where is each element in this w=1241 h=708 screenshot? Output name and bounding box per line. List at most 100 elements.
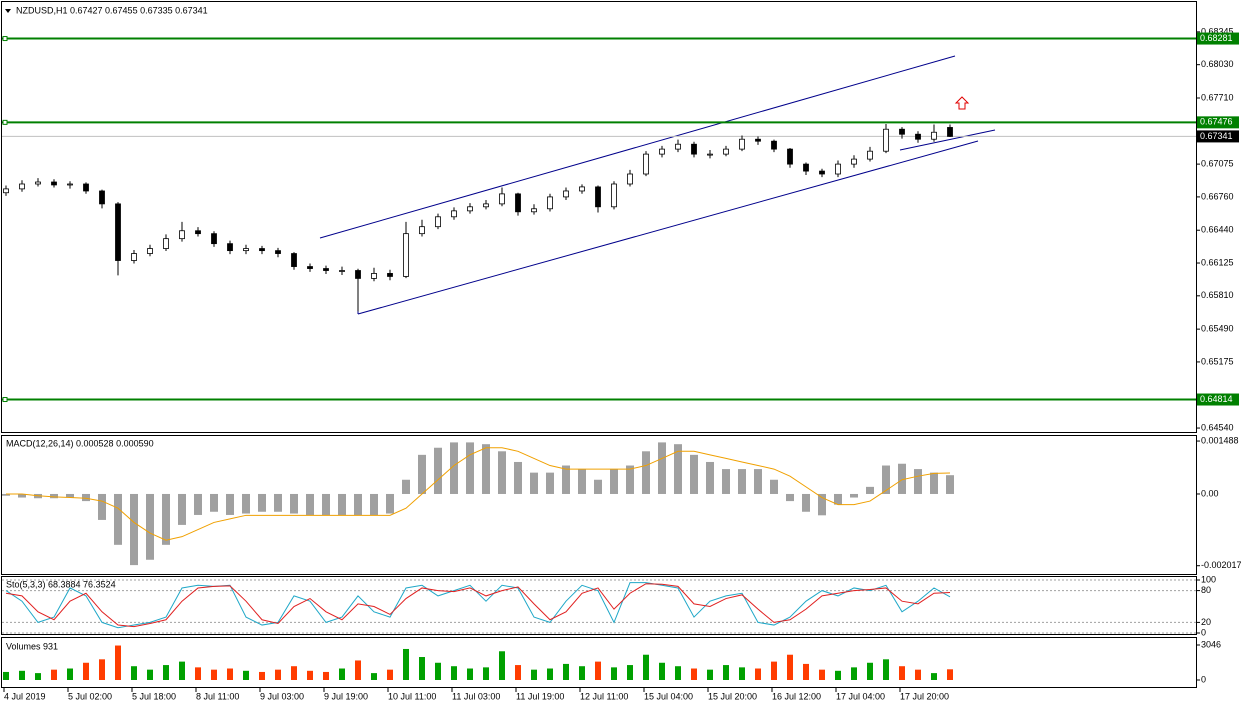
macd-title: MACD(12,26,14) 0.000528 0.000590 (6, 438, 154, 448)
volume-bar (355, 660, 361, 680)
candle-body (307, 266, 313, 269)
stoch-line (5, 582, 951, 629)
y-tick-label: 0.001488 (1201, 435, 1239, 445)
candle-body (163, 238, 169, 249)
candle-body (675, 143, 681, 150)
candle-body (707, 153, 713, 156)
candle-body (867, 150, 873, 160)
x-tick-label: 9 Jul 19:00 (324, 691, 368, 701)
volume-bar (131, 666, 137, 680)
volume-bar (403, 648, 409, 680)
macd-bar (450, 442, 458, 494)
y-tick-label: 0.65175 (1201, 356, 1234, 366)
macd-bar (18, 493, 26, 498)
candle-body (3, 188, 9, 194)
volume-bar (547, 668, 553, 680)
candle-body (131, 253, 137, 261)
candle-body (195, 230, 201, 235)
candle-body (659, 148, 665, 155)
candle-body (179, 230, 185, 240)
volume-bar (803, 663, 809, 680)
candle-body (787, 148, 793, 165)
candle-body (51, 181, 57, 186)
x-tick-label: 5 Jul 18:00 (132, 691, 176, 701)
macd-bar (594, 479, 602, 494)
volume-bar (595, 661, 601, 680)
candle-body (739, 138, 745, 150)
macd-bar (642, 451, 650, 494)
macd-bar (418, 454, 426, 494)
candle-body (723, 148, 729, 155)
candle-body (931, 131, 937, 140)
y-tick-label: 0.66760 (1201, 191, 1234, 201)
volume-bar (115, 645, 121, 680)
level-label-box (1197, 32, 1239, 45)
volume-bar (787, 654, 793, 680)
level-label: 0.68281 (1200, 33, 1233, 43)
volume-bar (179, 661, 185, 680)
macd-bar (50, 493, 58, 499)
candle-body (371, 273, 377, 279)
candle-body (691, 143, 697, 155)
macd-bar (562, 465, 570, 494)
volume-bar (419, 657, 425, 680)
macd-bar (706, 461, 714, 494)
price-pane (1, 1, 1197, 433)
volume-bar (755, 668, 761, 680)
macd-bar (914, 469, 922, 494)
level-label: 0.67476 (1200, 117, 1233, 127)
volume-bar (211, 669, 217, 680)
level-label-box (1197, 116, 1239, 129)
candle-body (243, 248, 249, 252)
volume-bar (51, 669, 57, 680)
candle-body (547, 196, 553, 210)
candle-body (595, 186, 601, 208)
volume-bar (227, 668, 233, 680)
macd-bar (242, 493, 250, 514)
macd-bar (466, 442, 474, 494)
y-tick-label: 0.00 (1201, 488, 1219, 498)
x-tick-label: 4 Jul 2019 (4, 691, 46, 701)
volume-bar (483, 667, 489, 680)
volume-bar (563, 663, 569, 680)
volume-bar (899, 666, 905, 680)
volume-bar (947, 669, 953, 680)
volume-bar (243, 670, 249, 680)
volume-bar (723, 665, 729, 680)
candle-body (643, 153, 649, 175)
x-tick-label: 17 Jul 04:00 (836, 691, 885, 701)
candle-body (387, 273, 393, 277)
candle-body (35, 181, 41, 185)
candle-body (755, 138, 761, 142)
volume-bar (851, 667, 857, 680)
volume-bar (627, 665, 633, 680)
candle-body (147, 248, 153, 254)
macd-bar (114, 493, 122, 545)
level-handle (2, 397, 8, 403)
candle-body (627, 173, 633, 185)
candle-body (339, 270, 345, 272)
volume-bar (835, 670, 841, 680)
macd-bar (658, 442, 666, 494)
x-tick-label: 12 Jul 11:00 (580, 691, 628, 701)
volume-bar (371, 673, 377, 680)
stoch-pane (1, 576, 1197, 635)
candle-body (499, 193, 505, 205)
y-tick-label: 0.66125 (1201, 257, 1234, 267)
candle-body (355, 270, 361, 279)
x-tick-label: 8 Jul 11:00 (196, 691, 239, 701)
macd-bar (850, 493, 858, 498)
macd-bar (194, 493, 202, 515)
candle-body (835, 163, 841, 175)
volume-bar (659, 662, 665, 680)
macd-bar (818, 493, 826, 516)
candle-body (579, 186, 585, 192)
candle-body (611, 183, 617, 208)
candle-body (899, 128, 905, 135)
candle-body (419, 226, 425, 235)
menu-arrow (5, 9, 11, 13)
volume-bar (643, 654, 649, 680)
candle-body (483, 203, 489, 208)
